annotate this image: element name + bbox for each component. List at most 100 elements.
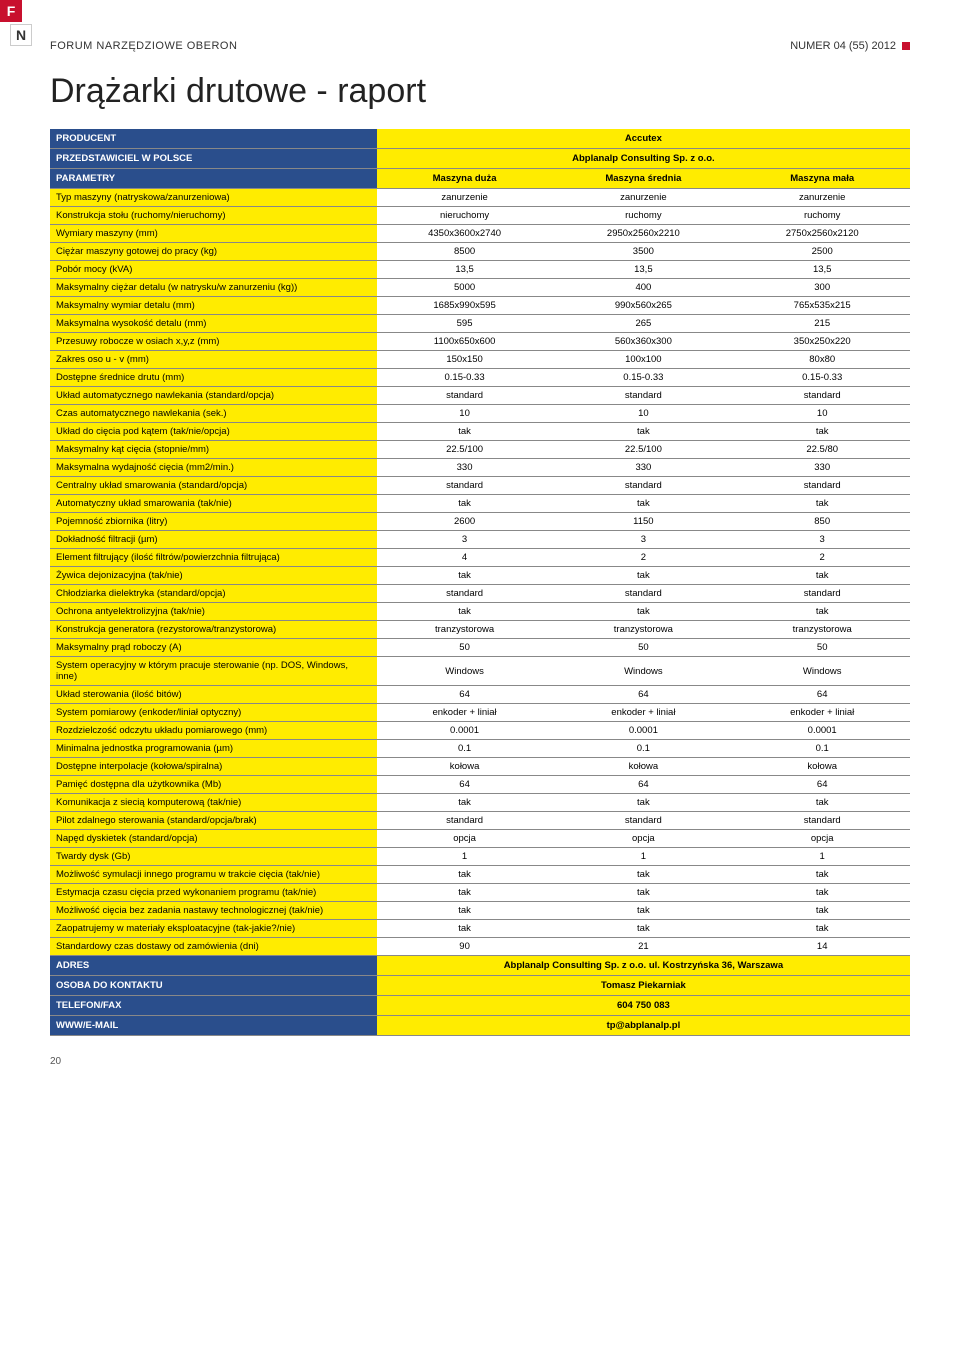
- row-label: Maksymalna wysokość detalu (mm): [50, 315, 377, 333]
- table-row: Maksymalny kąt cięcia (stopnie/mm)22.5/1…: [50, 441, 910, 459]
- row-value-2: zanurzenie: [552, 189, 734, 207]
- row-value-3: 2500: [734, 243, 910, 261]
- row-value-2: 13,5: [552, 261, 734, 279]
- row-label: Typ maszyny (natryskowa/zanurzeniowa): [50, 189, 377, 207]
- row-value-2: tak: [552, 495, 734, 513]
- table-row: Pobór mocy (kVA)13,513,513,5: [50, 261, 910, 279]
- row-value-2: 560x360x300: [552, 333, 734, 351]
- table-row: Żywica dejonizacyjna (tak/nie)taktaktak: [50, 567, 910, 585]
- row-label: Konstrukcja stołu (ruchomy/nieruchomy): [50, 207, 377, 225]
- row-label: Maksymalny kąt cięcia (stopnie/mm): [50, 441, 377, 459]
- row-label: Konstrukcja generatora (rezystorowa/tran…: [50, 621, 377, 639]
- row-label: Przesuwy robocze w osiach x,y,z (mm): [50, 333, 377, 351]
- phone-row: TELEFON/FAX 604 750 083: [50, 996, 910, 1016]
- row-value-3: tak: [734, 603, 910, 621]
- table-row: Element filtrujący (ilość filtrów/powier…: [50, 549, 910, 567]
- row-value-3: tak: [734, 423, 910, 441]
- row-value-2: tak: [552, 567, 734, 585]
- row-value-2: tak: [552, 603, 734, 621]
- table-row: Dostępne interpolacje (kołowa/spiralna)k…: [50, 758, 910, 776]
- row-value-2: tak: [552, 794, 734, 812]
- row-value-1: 64: [377, 686, 553, 704]
- row-label: Zakres oso u - v (mm): [50, 351, 377, 369]
- row-label: Pojemność zbiornika (litry): [50, 513, 377, 531]
- row-value-2: 400: [552, 279, 734, 297]
- producer-row: PRODUCENT Accutex: [50, 129, 910, 149]
- row-value-3: tak: [734, 884, 910, 902]
- row-value-2: 50: [552, 639, 734, 657]
- col2-header: Maszyna średnia: [552, 169, 734, 189]
- table-row: Ciężar maszyny gotowej do pracy (kg)8500…: [50, 243, 910, 261]
- row-label: Rozdzielczość odczytu układu pomiarowego…: [50, 722, 377, 740]
- table-row: Układ do cięcia pod kątem (tak/nie/opcja…: [50, 423, 910, 441]
- row-value-3: Windows: [734, 657, 910, 686]
- row-value-2: 64: [552, 776, 734, 794]
- producer-label: PRODUCENT: [50, 129, 377, 149]
- row-value-3: tak: [734, 902, 910, 920]
- row-label: Wymiary maszyny (mm): [50, 225, 377, 243]
- row-label: Żywica dejonizacyjna (tak/nie): [50, 567, 377, 585]
- parameters-header-row: PARAMETRY Maszyna duża Maszyna średnia M…: [50, 169, 910, 189]
- row-value-2: tak: [552, 902, 734, 920]
- producer-value: Accutex: [377, 129, 910, 149]
- row-value-3: tak: [734, 920, 910, 938]
- row-label: Standardowy czas dostawy od zamówienia (…: [50, 938, 377, 956]
- row-value-1: 0.15-0.33: [377, 369, 553, 387]
- table-row: Maksymalny ciężar detalu (w natrysku/w z…: [50, 279, 910, 297]
- row-value-1: tak: [377, 603, 553, 621]
- table-row: Maksymalna wydajność cięcia (mm2/min.)33…: [50, 459, 910, 477]
- row-value-1: tak: [377, 884, 553, 902]
- row-label: Element filtrujący (ilość filtrów/powier…: [50, 549, 377, 567]
- representative-row: PRZEDSTAWICIEL W POLSCE Abplanalp Consul…: [50, 149, 910, 169]
- spec-table: PRODUCENT Accutex PRZEDSTAWICIEL W POLSC…: [50, 129, 910, 1036]
- table-row: Twardy dysk (Gb)111: [50, 848, 910, 866]
- row-value-2: tranzystorowa: [552, 621, 734, 639]
- table-row: Ochrona antyelektrolizyjna (tak/nie)takt…: [50, 603, 910, 621]
- row-label: Komunikacja z siecią komputerową (tak/ni…: [50, 794, 377, 812]
- row-value-3: tak: [734, 866, 910, 884]
- row-value-3: 215: [734, 315, 910, 333]
- row-value-3: 22.5/80: [734, 441, 910, 459]
- page-number: 20: [50, 1056, 910, 1067]
- table-row: System operacyjny w którym pracuje stero…: [50, 657, 910, 686]
- row-value-2: opcja: [552, 830, 734, 848]
- row-value-3: tak: [734, 567, 910, 585]
- table-row: Estymacja czasu cięcia przed wykonaniem …: [50, 884, 910, 902]
- row-value-1: standard: [377, 812, 553, 830]
- row-value-1: 1: [377, 848, 553, 866]
- row-label: Automatyczny układ smarowania (tak/nie): [50, 495, 377, 513]
- row-value-3: zanurzenie: [734, 189, 910, 207]
- row-value-1: 4: [377, 549, 553, 567]
- row-value-2: 0.1: [552, 740, 734, 758]
- row-value-3: 0.1: [734, 740, 910, 758]
- table-row: Pamięć dostępna dla użytkownika (Mb)6464…: [50, 776, 910, 794]
- row-value-1: 0.0001: [377, 722, 553, 740]
- row-value-3: 14: [734, 938, 910, 956]
- row-value-3: opcja: [734, 830, 910, 848]
- row-value-1: 330: [377, 459, 553, 477]
- row-value-2: Windows: [552, 657, 734, 686]
- contact-person-label: OSOBA DO KONTAKTU: [50, 976, 377, 996]
- table-row: Typ maszyny (natryskowa/zanurzeniowa) zan…: [50, 189, 910, 207]
- address-label: ADRES: [50, 956, 377, 976]
- table-row: Napęd dyskietek (standard/opcja)opcjaopc…: [50, 830, 910, 848]
- www-label: WWW/E-MAIL: [50, 1016, 377, 1036]
- row-label: Układ do cięcia pod kątem (tak/nie/opcja…: [50, 423, 377, 441]
- table-row: Przesuwy robocze w osiach x,y,z (mm)1100…: [50, 333, 910, 351]
- row-value-3: 350x250x220: [734, 333, 910, 351]
- row-value-3: 300: [734, 279, 910, 297]
- row-value-2: standard: [552, 387, 734, 405]
- address-row: ADRES Abplanalp Consulting Sp. z o.o. ul…: [50, 956, 910, 976]
- row-label: Maksymalny prąd roboczy (A): [50, 639, 377, 657]
- row-value-3: standard: [734, 585, 910, 603]
- row-label: Pamięć dostępna dla użytkownika (Mb): [50, 776, 377, 794]
- representative-value: Abplanalp Consulting Sp. z o.o.: [377, 149, 910, 169]
- contact-person-value: Tomasz Piekarniak: [377, 976, 910, 996]
- row-value-3: 2750x2560x2120: [734, 225, 910, 243]
- row-label: Dostępne średnice drutu (mm): [50, 369, 377, 387]
- row-label: Pobór mocy (kVA): [50, 261, 377, 279]
- row-label: System operacyjny w którym pracuje stero…: [50, 657, 377, 686]
- row-label: Możliwość symulacji innego programu w tr…: [50, 866, 377, 884]
- row-value-2: tak: [552, 920, 734, 938]
- row-value-2: 2950x2560x2210: [552, 225, 734, 243]
